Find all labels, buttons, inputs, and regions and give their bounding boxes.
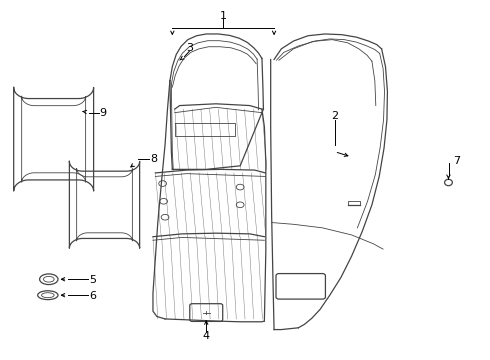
Text: 4: 4 <box>203 331 210 341</box>
Text: 8: 8 <box>150 154 158 165</box>
Text: 9: 9 <box>99 108 107 118</box>
Text: 3: 3 <box>186 43 193 53</box>
Text: 2: 2 <box>331 111 338 121</box>
Text: 1: 1 <box>220 11 227 21</box>
Text: 6: 6 <box>89 291 96 301</box>
Text: 5: 5 <box>89 275 96 285</box>
Text: 7: 7 <box>453 156 461 166</box>
